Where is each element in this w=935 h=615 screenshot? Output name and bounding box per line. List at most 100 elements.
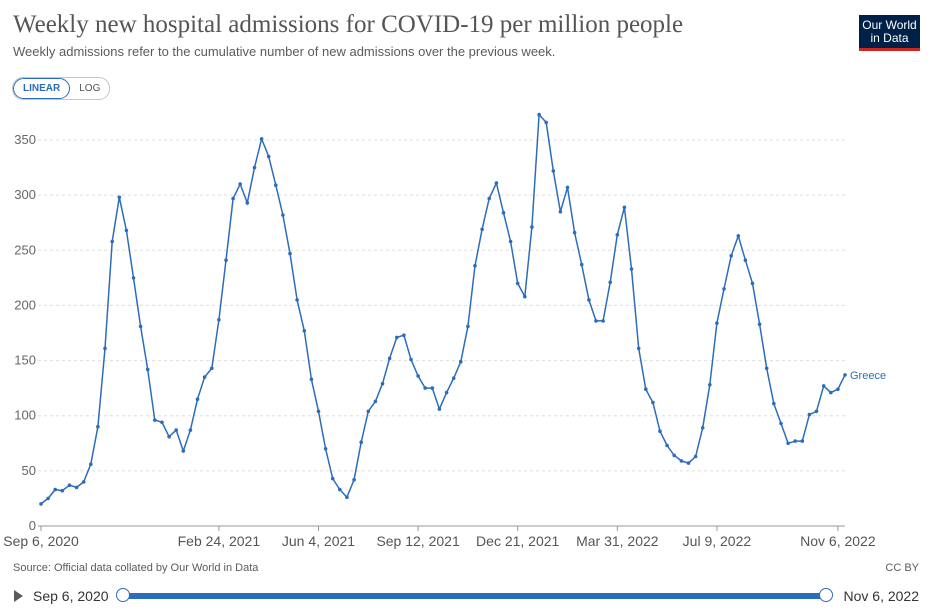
data-point xyxy=(352,477,356,482)
logo-line-1: Our World xyxy=(862,18,917,32)
data-point xyxy=(145,367,150,372)
data-point xyxy=(124,228,129,233)
data-point xyxy=(74,485,79,490)
y-axis-ticks: 0 50 100 150 200 250 300 350 xyxy=(14,132,36,533)
data-point xyxy=(750,281,755,286)
data-point xyxy=(181,449,186,453)
data-point xyxy=(96,424,100,429)
data-point xyxy=(693,454,698,459)
timeline-end-label: Nov 6, 2022 xyxy=(843,588,920,604)
data-point xyxy=(131,276,136,280)
data-point xyxy=(658,429,662,434)
data-point xyxy=(217,318,221,322)
data-point xyxy=(195,397,200,402)
data-point xyxy=(700,426,705,430)
y-tick-label: 200 xyxy=(14,297,36,312)
owid-logo[interactable]: Our World in Data xyxy=(859,15,920,51)
data-point xyxy=(636,346,641,351)
data-point xyxy=(316,409,321,414)
data-point xyxy=(309,377,314,382)
x-tick-label: Jul 9, 2022 xyxy=(683,533,752,549)
data-point xyxy=(459,359,463,364)
x-tick-label: Feb 24, 2021 xyxy=(178,533,261,549)
data-point xyxy=(843,373,847,377)
source-note[interactable]: Source: Official data collated by Our Wo… xyxy=(13,562,259,574)
data-point xyxy=(373,399,378,404)
x-tick-label: Mar 31, 2022 xyxy=(576,533,659,549)
data-point xyxy=(466,324,470,329)
data-point xyxy=(594,319,598,323)
data-point xyxy=(686,461,691,465)
x-tick-label: Sep 12, 2021 xyxy=(376,533,460,549)
data-point xyxy=(288,251,292,256)
data-point xyxy=(430,386,435,390)
data-point xyxy=(679,459,684,463)
y-tick-label: 250 xyxy=(14,242,36,257)
data-point xyxy=(551,169,556,173)
data-point xyxy=(345,495,349,500)
chart-title: Weekly new hospital admissions for COVID… xyxy=(13,11,684,38)
y-tick-label: 300 xyxy=(14,187,36,202)
data-point xyxy=(608,280,612,285)
data-point xyxy=(786,441,790,446)
data-point xyxy=(245,201,250,205)
data-point xyxy=(807,412,812,417)
data-point xyxy=(302,329,307,333)
series-line-greece xyxy=(40,112,846,505)
data-point xyxy=(89,462,93,467)
data-point xyxy=(629,267,634,271)
data-point xyxy=(423,386,428,390)
series-label-greece: Greece xyxy=(850,370,886,382)
data-point xyxy=(224,258,228,263)
chart-subtitle: Weekly admissions refer to the cumulativ… xyxy=(13,44,556,59)
data-point xyxy=(743,258,748,263)
line-chart: 0 50 100 150 200 250 300 350 Sep 6, 2020 Feb 24,… xyxy=(3,112,886,549)
data-point xyxy=(508,239,513,244)
data-point xyxy=(53,487,57,492)
data-point xyxy=(188,428,193,432)
data-point xyxy=(814,409,819,414)
data-point xyxy=(473,263,477,268)
data-point xyxy=(480,227,484,232)
linear-scale-button[interactable]: LINEAR xyxy=(13,78,71,99)
data-point xyxy=(622,205,627,210)
data-point xyxy=(259,137,264,141)
data-point xyxy=(160,420,164,425)
data-point xyxy=(715,321,719,325)
license-link[interactable]: CC BY xyxy=(885,562,919,574)
data-point xyxy=(821,384,826,388)
timeline-track[interactable] xyxy=(124,593,827,599)
data-point xyxy=(281,213,285,217)
x-tick-label: Dec 21, 2021 xyxy=(476,533,559,549)
logo-line-2: in Data xyxy=(870,31,909,45)
data-point xyxy=(323,447,328,451)
x-axis: Sep 6, 2020 Feb 24, 2021 Jun 4, 2021 Sep 12… xyxy=(3,525,876,549)
y-tick-label: 100 xyxy=(14,408,36,423)
timeline-start-handle[interactable] xyxy=(116,588,130,602)
data-point xyxy=(395,335,399,340)
data-point xyxy=(174,428,178,432)
x-tick-label: Jun 4, 2021 xyxy=(282,533,355,549)
log-scale-button[interactable]: LOG xyxy=(79,83,101,94)
play-icon[interactable] xyxy=(14,590,23,602)
data-point xyxy=(238,182,242,186)
data-point xyxy=(330,476,335,481)
data-point xyxy=(266,154,271,159)
timeline-end-handle[interactable] xyxy=(819,588,833,602)
data-point xyxy=(103,346,107,351)
data-point xyxy=(800,439,805,443)
data-point xyxy=(579,262,584,267)
data-point xyxy=(829,390,833,395)
data-point xyxy=(274,183,278,187)
data-point xyxy=(444,390,449,395)
data-point xyxy=(110,239,114,244)
data-point xyxy=(487,196,492,201)
data-point xyxy=(651,400,655,405)
data-point xyxy=(672,453,676,458)
data-point xyxy=(565,185,570,190)
timeline-start-label: Sep 6, 2020 xyxy=(33,588,109,604)
data-point xyxy=(416,374,420,378)
data-point xyxy=(523,294,527,299)
data-point xyxy=(836,387,840,392)
scale-toggle: LINEAR LOG xyxy=(12,77,111,100)
